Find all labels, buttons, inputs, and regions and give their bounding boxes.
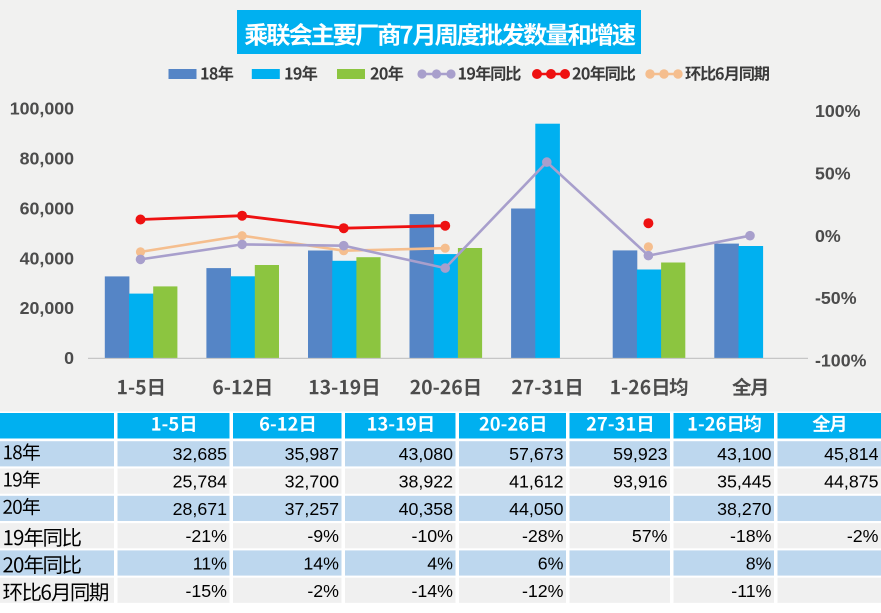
svg-text:50%: 50% <box>815 164 851 184</box>
svg-text:0%: 0% <box>815 226 841 246</box>
svg-text:80,000: 80,000 <box>20 149 74 169</box>
svg-text:44,875: 44,875 <box>824 472 878 492</box>
svg-text:4%: 4% <box>427 554 453 574</box>
svg-text:37,257: 37,257 <box>285 499 339 519</box>
svg-text:41,612: 41,612 <box>509 472 563 492</box>
svg-text:-2%: -2% <box>847 526 879 546</box>
svg-text:40,000: 40,000 <box>20 248 74 268</box>
svg-text:11%: 11% <box>193 554 227 574</box>
svg-text:-50%: -50% <box>815 288 857 308</box>
svg-text:0: 0 <box>64 348 74 368</box>
svg-text:57%: 57% <box>632 526 668 546</box>
svg-text:-100%: -100% <box>815 351 867 371</box>
svg-text:43,080: 43,080 <box>399 444 453 464</box>
svg-text:-12%: -12% <box>522 581 564 601</box>
svg-text:-10%: -10% <box>411 526 453 546</box>
svg-text:-9%: -9% <box>307 526 339 546</box>
svg-text:-15%: -15% <box>185 581 227 601</box>
svg-text:43,100: 43,100 <box>717 444 771 464</box>
svg-text:32,700: 32,700 <box>285 472 339 492</box>
svg-text:-2%: -2% <box>307 581 339 601</box>
svg-text:35,987: 35,987 <box>285 444 339 464</box>
svg-text:38,270: 38,270 <box>717 499 771 519</box>
svg-text:6%: 6% <box>538 554 564 574</box>
svg-text:-14%: -14% <box>411 581 453 601</box>
svg-text:8%: 8% <box>746 554 772 574</box>
svg-text:38,922: 38,922 <box>399 472 453 492</box>
svg-text:20,000: 20,000 <box>20 298 74 318</box>
svg-text:14%: 14% <box>303 554 339 574</box>
svg-text:100%: 100% <box>815 101 861 121</box>
svg-text:59,923: 59,923 <box>613 444 667 464</box>
svg-text:44,050: 44,050 <box>509 499 563 519</box>
svg-text:100,000: 100,000 <box>10 99 74 119</box>
svg-text:93,916: 93,916 <box>613 472 667 492</box>
svg-text:25,784: 25,784 <box>173 472 227 492</box>
svg-text:57,673: 57,673 <box>509 444 563 464</box>
svg-text:-28%: -28% <box>522 526 564 546</box>
svg-text:-11%: -11% <box>731 581 771 601</box>
svg-text:-18%: -18% <box>730 526 772 546</box>
svg-text:35,445: 35,445 <box>717 472 771 492</box>
svg-text:28,671: 28,671 <box>173 499 227 519</box>
svg-text:60,000: 60,000 <box>20 199 74 219</box>
svg-text:-21%: -21% <box>185 526 227 546</box>
svg-text:40,358: 40,358 <box>399 499 453 519</box>
svg-text:45,814: 45,814 <box>824 444 878 464</box>
svg-text:32,685: 32,685 <box>173 444 227 464</box>
